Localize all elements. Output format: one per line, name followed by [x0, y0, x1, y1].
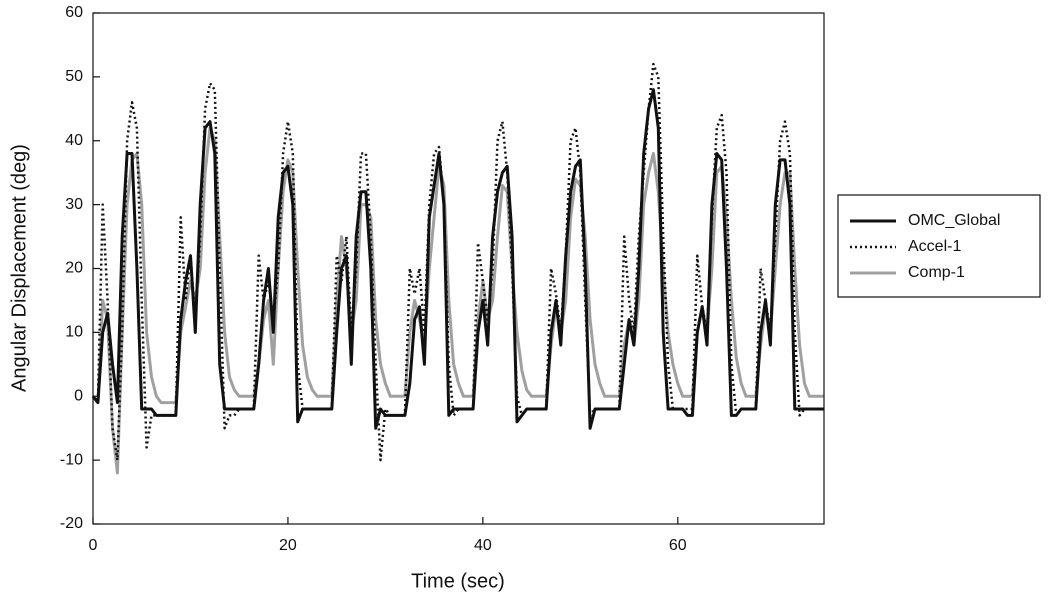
y-axis-label: Angular Displacement (deg) [8, 144, 30, 392]
y-tick-label: 20 [65, 260, 83, 277]
x-tick-label: 40 [474, 537, 492, 554]
y-tick-label: 50 [65, 68, 83, 85]
y-tick-label: 60 [65, 4, 83, 21]
series-line [91, 88, 824, 430]
y-tick-label: 30 [65, 196, 83, 213]
x-tick-label: 60 [669, 537, 687, 554]
x-axis-label: Time (sec) [411, 570, 505, 592]
series-line [92, 62, 824, 462]
y-tick-label: -10 [60, 451, 83, 468]
plot-frame [92, 12, 825, 525]
legend-label: Comp-1 [908, 264, 965, 281]
y-tick-label: 0 [74, 387, 83, 404]
y-tick-label: 10 [65, 324, 83, 341]
x-tick-label: 20 [279, 537, 297, 554]
x-tick-label: 0 [89, 537, 98, 554]
legend-label: Accel-1 [908, 238, 961, 255]
y-tick-label: -20 [60, 515, 83, 532]
y-tick-label: 40 [65, 132, 83, 149]
legend-label: OMC_Global [908, 212, 1000, 229]
